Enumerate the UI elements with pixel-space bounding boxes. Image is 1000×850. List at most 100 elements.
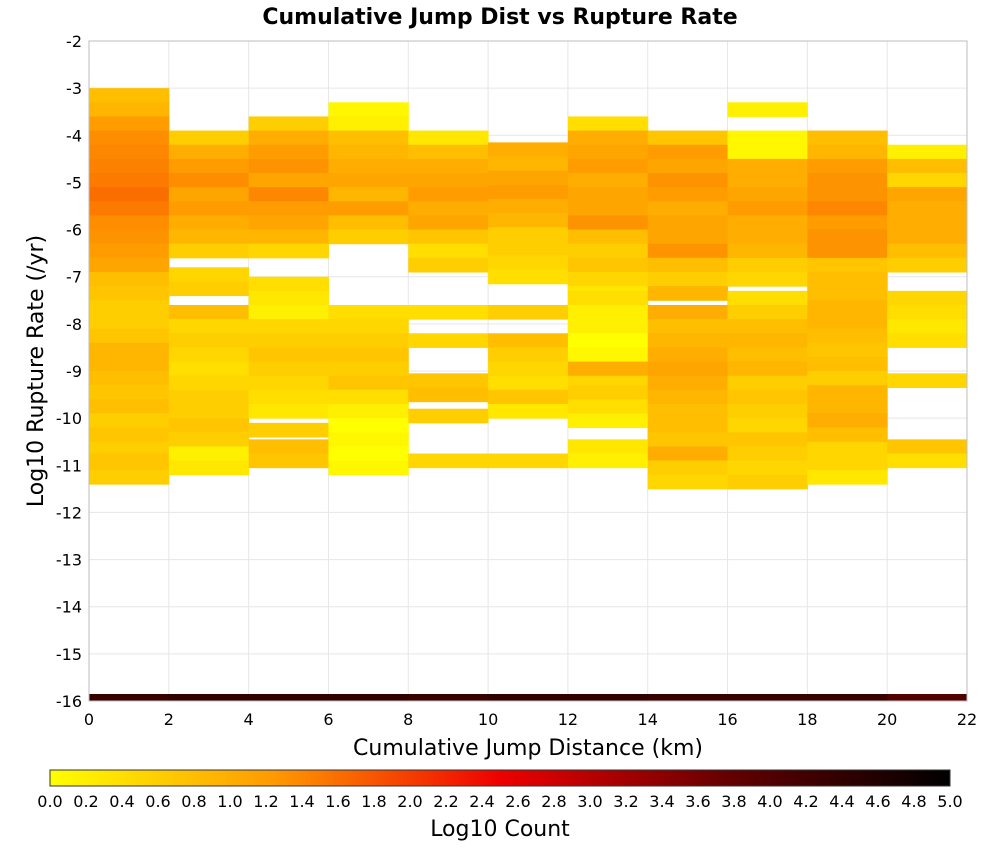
heatmap-cell bbox=[647, 201, 729, 216]
heatmap-cell bbox=[567, 215, 649, 231]
heatmap-cell bbox=[488, 389, 569, 405]
heatmap-cell bbox=[408, 305, 489, 320]
colorbar-tick-label: 0.2 bbox=[73, 792, 98, 811]
heatmap-cell bbox=[408, 187, 489, 202]
colorbar-tick-label: 3.6 bbox=[685, 792, 710, 811]
heatmap-cell bbox=[488, 305, 569, 320]
heatmap-cell bbox=[89, 328, 170, 344]
heatmap-cell bbox=[248, 333, 329, 348]
heatmap-cell bbox=[647, 432, 729, 447]
heatmap-cell bbox=[328, 305, 409, 320]
heatmap-cell bbox=[248, 453, 329, 469]
heatmap-cell bbox=[887, 187, 968, 202]
y-tick-label: -6 bbox=[66, 221, 82, 240]
heatmap-cell bbox=[807, 470, 888, 485]
colorbar-tick-label: 0.0 bbox=[37, 792, 62, 811]
y-axis-ticks: -2 -3 -4 -5 -6 -7 -8 -9 -10 -11 -12 -13 -14 -15 -16 bbox=[56, 32, 82, 711]
heatmap-cell bbox=[168, 187, 250, 202]
heatmap-cell bbox=[727, 130, 808, 146]
heatmap-cell bbox=[647, 347, 729, 363]
heatmap-cell bbox=[328, 446, 409, 462]
heatmap-cell bbox=[408, 243, 489, 259]
heatmap-cell bbox=[567, 130, 649, 146]
heatmap-cell bbox=[887, 215, 968, 231]
heatmap-cell bbox=[328, 694, 409, 701]
heatmap-cell bbox=[89, 342, 170, 358]
heatmap-cell bbox=[328, 333, 409, 348]
heatmap-cell bbox=[807, 413, 888, 429]
heatmap-cell bbox=[328, 116, 409, 132]
heatmap-cell bbox=[647, 404, 729, 419]
heatmap-cell bbox=[807, 187, 888, 202]
colorbar-tick-label: 3.4 bbox=[649, 792, 674, 811]
heatmap-cell bbox=[887, 257, 968, 273]
heatmap-cell bbox=[807, 215, 888, 231]
heatmap-cell bbox=[248, 215, 329, 231]
heatmap-cell bbox=[887, 453, 968, 469]
heatmap-cell bbox=[727, 432, 808, 447]
heatmap-cell bbox=[89, 300, 170, 315]
heatmap-cell bbox=[488, 170, 569, 186]
y-tick-label: -14 bbox=[56, 598, 82, 617]
heatmap-cell bbox=[89, 229, 170, 245]
heatmap-cell bbox=[89, 314, 170, 330]
heatmap-cell bbox=[647, 272, 729, 287]
heatmap-cell bbox=[168, 432, 250, 447]
colorbar-tick-label: 2.0 bbox=[397, 792, 422, 811]
x-tick-label: 12 bbox=[558, 710, 578, 729]
heatmap-cell bbox=[328, 389, 409, 405]
heatmap-cell bbox=[89, 215, 170, 231]
heatmap-cell bbox=[89, 453, 170, 469]
heatmap-cell bbox=[408, 373, 489, 388]
x-tick-label: 0 bbox=[84, 710, 94, 729]
heatmap-cell bbox=[328, 102, 409, 117]
colorbar-tick-label: 1.4 bbox=[289, 792, 314, 811]
heatmap-cell bbox=[328, 130, 409, 146]
heatmap-cell bbox=[807, 158, 888, 174]
heatmap-cell bbox=[887, 201, 968, 216]
heatmap-cell bbox=[567, 243, 649, 259]
heatmap-cell bbox=[168, 375, 250, 391]
heatmap-cell bbox=[567, 272, 649, 287]
heatmap-cell bbox=[248, 158, 329, 174]
x-tick-label: 4 bbox=[244, 710, 254, 729]
heatmap-cell bbox=[727, 404, 808, 419]
colorbar-tick-label: 4.4 bbox=[829, 792, 854, 811]
heatmap-cell bbox=[567, 187, 649, 202]
heatmap-cell bbox=[647, 130, 729, 146]
heatmap-cell bbox=[248, 347, 329, 363]
heatmap-cell bbox=[488, 404, 569, 419]
heatmap-cell bbox=[248, 173, 329, 188]
colorbar-tick-label: 1.6 bbox=[325, 792, 350, 811]
heatmap-cell bbox=[807, 201, 888, 216]
heatmap-cell bbox=[727, 347, 808, 363]
heatmap-cell bbox=[727, 460, 808, 476]
y-tick-label: -8 bbox=[66, 315, 82, 334]
heatmap-cell bbox=[727, 290, 808, 306]
heatmap-cell bbox=[89, 116, 170, 132]
heatmap-cell bbox=[89, 441, 170, 457]
heatmap-cell bbox=[488, 198, 569, 214]
heatmap-cell bbox=[89, 201, 170, 216]
heatmap-cell bbox=[408, 130, 489, 146]
y-tick-label: -9 bbox=[66, 362, 82, 381]
x-axis-label: Cumulative Jump Distance (km) bbox=[353, 736, 703, 761]
heatmap-cell bbox=[248, 305, 329, 320]
heatmap-cell bbox=[567, 694, 649, 701]
heatmap-cell bbox=[488, 375, 569, 391]
colorbar-tick-label: 4.0 bbox=[757, 792, 782, 811]
x-tick-label: 10 bbox=[478, 710, 498, 729]
x-tick-label: 2 bbox=[164, 710, 174, 729]
heatmap-cell bbox=[807, 371, 888, 386]
heatmap-cell bbox=[248, 201, 329, 216]
colorbar bbox=[49, 769, 951, 787]
x-tick-label: 8 bbox=[403, 710, 413, 729]
heatmap-cell bbox=[727, 158, 808, 174]
heatmap-cell bbox=[248, 319, 329, 334]
heatmap-cell bbox=[328, 201, 409, 216]
heatmap-cell bbox=[408, 201, 489, 216]
colorbar-tick-label: 1.0 bbox=[217, 792, 242, 811]
heatmap-cell bbox=[488, 184, 569, 200]
heatmap-cell bbox=[727, 187, 808, 202]
